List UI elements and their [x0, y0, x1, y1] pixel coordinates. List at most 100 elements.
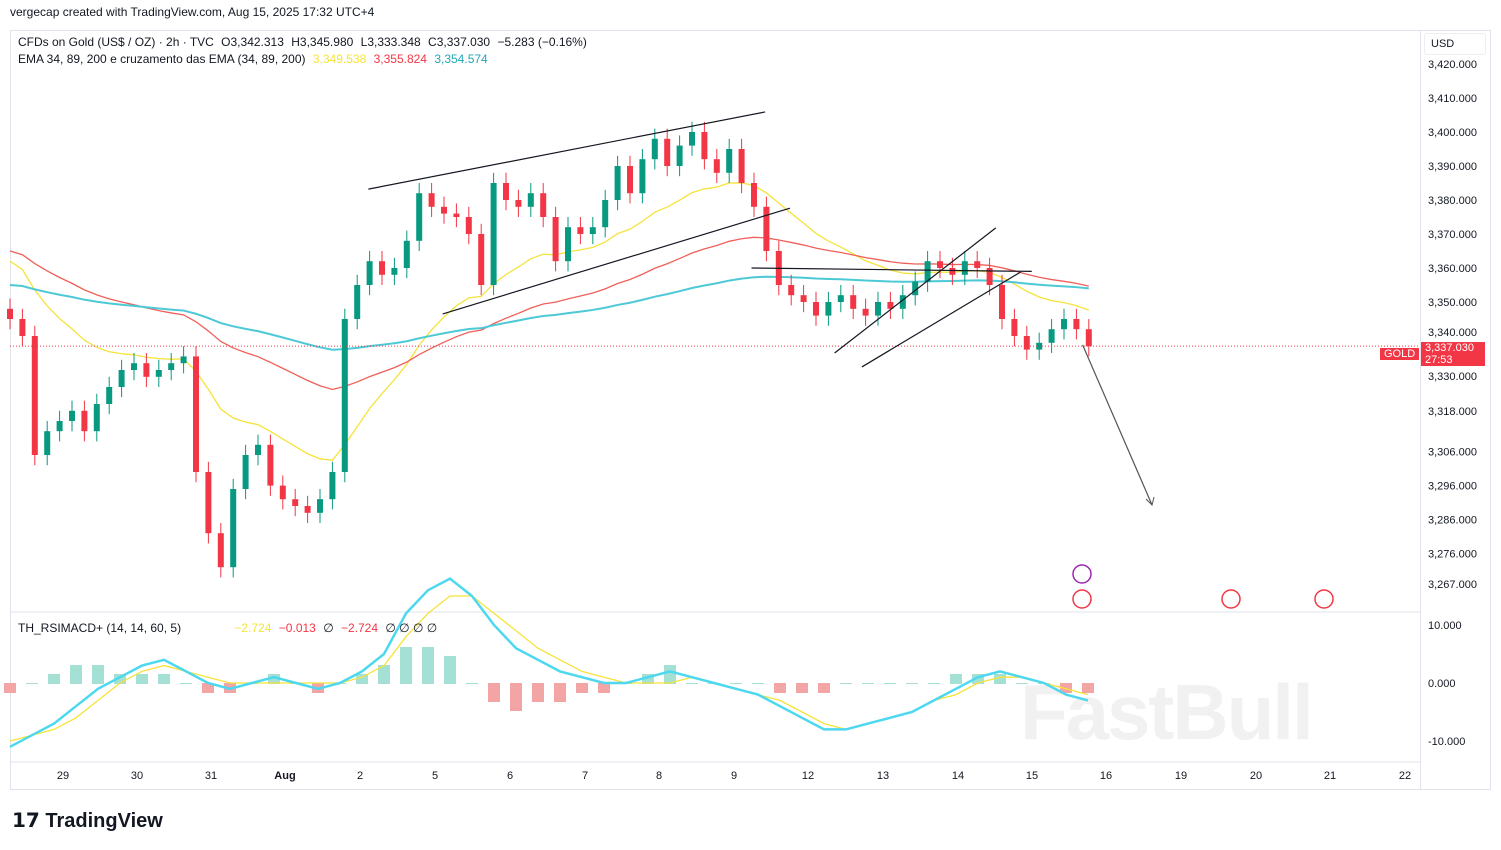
candle-body	[267, 444, 274, 486]
candle-body	[441, 206, 447, 214]
osc-histogram-bar	[576, 683, 588, 693]
candle-body	[168, 363, 175, 370]
candle-body	[738, 149, 745, 183]
osc-histogram-bar	[972, 674, 984, 684]
time-tick-label: 14	[952, 770, 964, 782]
time-tick-label: 19	[1175, 770, 1187, 782]
tradingview-logo[interactable]: 𝟭𝟳 TradingView	[12, 810, 163, 832]
osc-histogram-bar	[884, 683, 896, 684]
ohlc-close: C3,337.030	[428, 35, 491, 49]
price-tick-label: 3,370.000	[1428, 229, 1477, 241]
lightning-event-icon	[1072, 564, 1092, 584]
candle-body	[217, 533, 224, 568]
logo-mark-icon: 𝟭𝟳	[12, 810, 46, 832]
candle-body	[341, 319, 348, 472]
candle-body	[515, 200, 522, 207]
candle-body	[106, 387, 113, 404]
osc-histogram-bar	[70, 665, 82, 684]
last-price-tag: 3,337.030 27:53	[1421, 342, 1485, 366]
candle-body	[93, 404, 100, 432]
time-tick-label: 29	[57, 770, 69, 782]
candle-body	[1061, 319, 1067, 330]
candle-body	[899, 295, 906, 309]
price-tick-label: 3,360.000	[1428, 263, 1477, 275]
candle-body	[354, 285, 361, 319]
candle-body	[1085, 329, 1092, 347]
candle-body	[403, 240, 410, 268]
time-tick-label: 2	[357, 770, 363, 782]
osc-histogram-bar	[840, 683, 852, 684]
candle-body	[887, 302, 894, 309]
ema200-value: 3,354.574	[434, 52, 488, 66]
osc-histogram-bar	[862, 683, 874, 684]
candle-body	[1023, 336, 1030, 350]
ema-label: EMA 34, 89, 200 e cruzamento das EMA (34…	[18, 52, 306, 66]
candle-body	[565, 227, 571, 262]
candle-body	[999, 285, 1005, 319]
oscillator-legend[interactable]: TH_RSIMACD+ (14, 14, 60, 5) −2.724 −0.01…	[18, 621, 441, 635]
price-tick-label: 3,400.000	[1428, 127, 1477, 139]
projection-arrow	[1082, 344, 1153, 506]
candle-body	[813, 302, 819, 316]
candle-body	[986, 268, 993, 285]
candle-body	[453, 213, 460, 217]
candle-body	[664, 138, 671, 166]
candle-body	[317, 499, 323, 513]
osc-value-4: −2.724	[340, 621, 379, 635]
osc-histogram-bar	[444, 656, 456, 684]
ema34-line	[9, 182, 1090, 461]
time-tick-label: 30	[131, 770, 143, 782]
candle-body	[713, 159, 720, 173]
price-tick-label: 3,340.000	[1428, 327, 1477, 339]
candle-body	[366, 261, 373, 285]
osc-histogram-bar	[664, 665, 676, 684]
osc-histogram-bar	[4, 683, 16, 693]
candle-body	[81, 410, 88, 432]
ema200-line	[9, 275, 1089, 351]
price-tick-label: 3,306.000	[1428, 447, 1477, 459]
candle-body	[56, 421, 63, 432]
candle-body	[255, 444, 261, 455]
candle-body	[614, 166, 621, 200]
candle-body	[552, 217, 559, 262]
time-tick-label: 16	[1100, 770, 1112, 782]
osc-value-3: ∅	[323, 621, 334, 635]
osc-histogram-bar	[400, 647, 412, 684]
time-tick-label: Aug	[274, 770, 295, 782]
candle-body	[763, 206, 770, 251]
osc-histogram-bar	[92, 665, 104, 684]
last-price: 3,337.030	[1425, 342, 1474, 354]
candle-body	[850, 295, 857, 309]
candle-body	[676, 145, 683, 166]
candle-body	[1073, 319, 1080, 330]
candle-body	[416, 193, 423, 241]
us-flag-event-icon	[1314, 589, 1334, 609]
candle-body	[701, 132, 708, 160]
candle-body	[329, 472, 336, 500]
candle-body	[651, 138, 658, 160]
candle-body	[118, 370, 125, 387]
price-tick-label: 3,286.000	[1428, 515, 1477, 527]
candle-body	[540, 193, 547, 217]
osc-histogram-bar	[950, 674, 962, 684]
candle-body	[788, 285, 795, 296]
time-tick-label: 15	[1026, 770, 1038, 782]
osc-value-2: −0.013	[278, 621, 316, 635]
price-axis[interactable]	[1420, 30, 1491, 790]
osc-histogram-bar	[1060, 683, 1072, 693]
osc-histogram-bar	[928, 683, 940, 684]
candle-body	[639, 159, 646, 194]
ema-legend[interactable]: EMA 34, 89, 200 e cruzamento das EMA (34…	[18, 52, 492, 66]
osc-histogram-bar	[994, 674, 1006, 684]
candle-body	[31, 336, 38, 455]
ema89-value: 3,355.824	[373, 52, 427, 66]
candle-body	[875, 302, 881, 316]
osc-fast-line	[9, 577, 1089, 748]
candle-body	[503, 183, 509, 200]
price-tick-label: 3,390.000	[1428, 161, 1477, 173]
candle-body	[689, 132, 695, 146]
candle-body	[428, 193, 435, 207]
price-tick-label: 3,350.000	[1428, 297, 1477, 309]
currency-button[interactable]: USD	[1424, 33, 1486, 55]
